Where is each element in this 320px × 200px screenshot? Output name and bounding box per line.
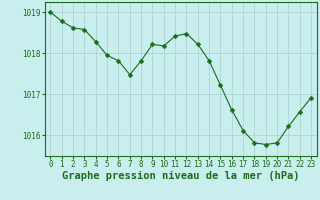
X-axis label: Graphe pression niveau de la mer (hPa): Graphe pression niveau de la mer (hPa) <box>62 171 300 181</box>
